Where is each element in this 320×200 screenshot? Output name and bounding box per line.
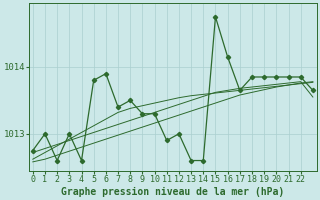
X-axis label: Graphe pression niveau de la mer (hPa): Graphe pression niveau de la mer (hPa) bbox=[61, 186, 284, 197]
